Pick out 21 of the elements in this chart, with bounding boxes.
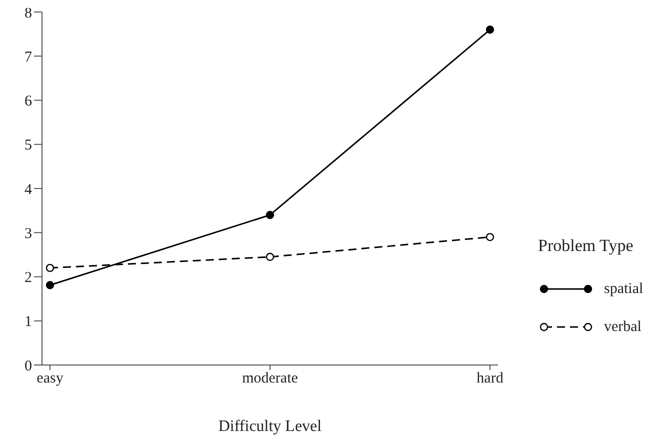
point — [46, 281, 54, 290]
y-tick-label: 2 — [24, 270, 32, 286]
x-tick-label: moderate — [242, 370, 298, 387]
point — [486, 26, 494, 34]
legend-title: Problem Type — [538, 236, 634, 256]
x-tick-label: easy — [36, 370, 64, 387]
y-tick-label: 3 — [24, 226, 32, 242]
point — [266, 252, 274, 261]
y-tick-label: 0 — [24, 358, 32, 374]
point — [266, 210, 274, 220]
legend-label: spatial — [604, 280, 644, 298]
y-tick-label: 6 — [24, 94, 32, 110]
y-tick-label: 1 — [24, 314, 32, 330]
point — [46, 264, 54, 272]
y-tick-label: 7 — [24, 49, 32, 66]
point — [486, 232, 494, 242]
y-tick-label: 4 — [24, 182, 32, 198]
x-axis-title: Difficulty Level — [217, 418, 323, 436]
y-tick-label: 5 — [24, 138, 32, 154]
legend-label: verbal — [604, 318, 642, 336]
x-tick-label: hard — [476, 370, 504, 387]
